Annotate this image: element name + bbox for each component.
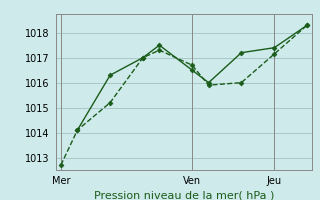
X-axis label: Pression niveau de la mer( hPa ): Pression niveau de la mer( hPa ): [94, 190, 274, 200]
